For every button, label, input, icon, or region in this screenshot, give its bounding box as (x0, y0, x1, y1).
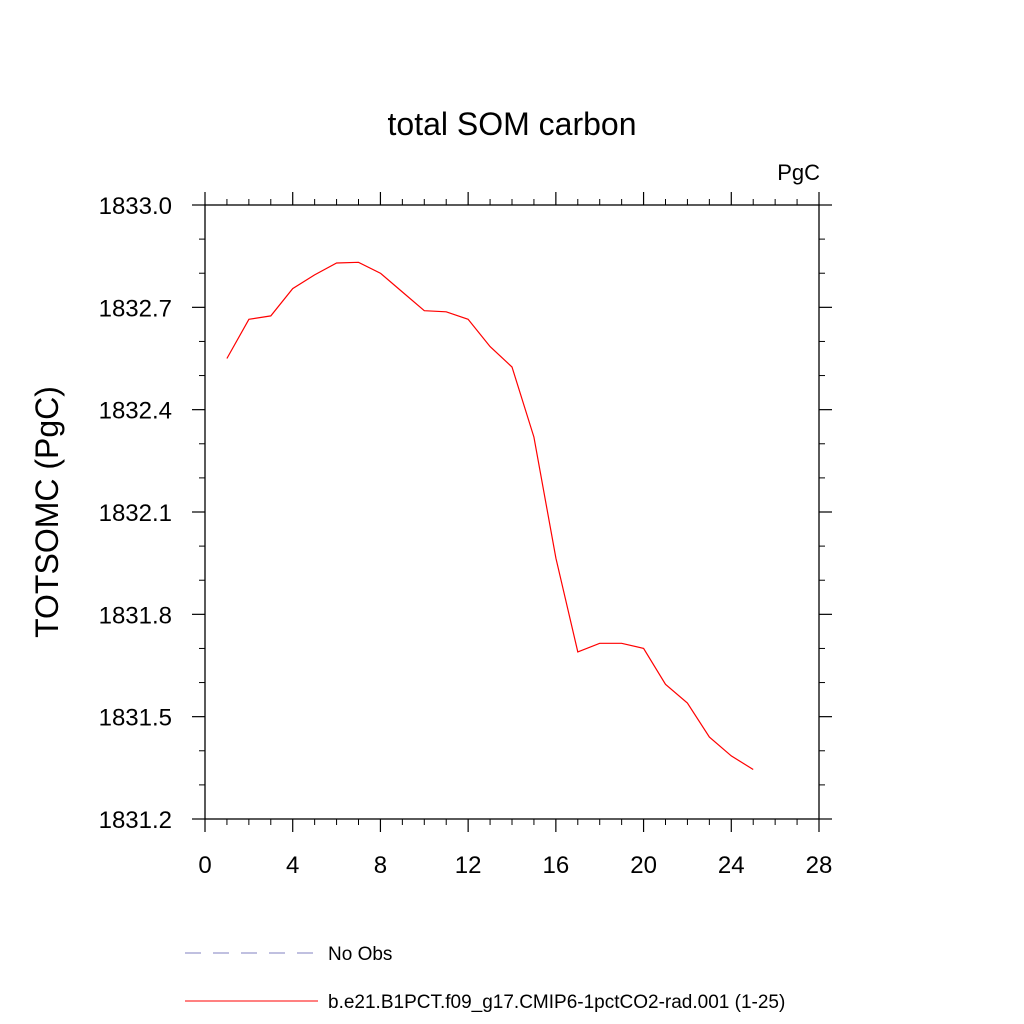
x-tick-label: 0 (198, 852, 211, 879)
y-tick-label: 1831.8 (99, 602, 172, 629)
x-tick-label: 16 (543, 852, 570, 879)
y-tick-label: 1833.0 (99, 193, 172, 220)
y-tick-label: 1831.2 (99, 807, 172, 834)
x-tick-labels: 0 4 8 12 16 20 24 28 (198, 852, 832, 879)
units-label: PgC (777, 160, 820, 185)
y-tick-label: 1832.7 (99, 295, 172, 322)
x-tick-label: 28 (806, 852, 833, 879)
y-tick-labels: 1833.0 1832.7 1832.4 1832.1 1831.8 1831.5 1831… (99, 193, 172, 834)
chart-title: total SOM carbon (388, 106, 637, 142)
x-tick-label: 8 (374, 852, 387, 879)
x-tick-label: 4 (286, 852, 299, 879)
x-tick-label: 24 (718, 852, 745, 879)
plot-frame (204, 204, 820, 820)
y-tick-label: 1832.1 (99, 500, 172, 527)
legend-label-no-obs: No Obs (328, 944, 392, 965)
y-tick-label: 1831.5 (99, 705, 172, 732)
legend-label-model-run: b.e21.B1PCT.f09_g17.CMIP6-1pctCO2-rad.00… (328, 992, 785, 1013)
series-line (226, 261, 754, 771)
x-tick-label: 12 (455, 852, 482, 879)
y-tick-label: 1832.4 (99, 398, 172, 425)
axis-ticks (192, 192, 832, 832)
legend: No Obs b.e21.B1PCT.f09_g17.CMIP6-1pctCO2… (185, 944, 785, 1013)
x-tick-label: 20 (630, 852, 657, 879)
y-axis-label: TOTSOMC (PgC) (29, 386, 65, 638)
series-group (226, 261, 754, 771)
